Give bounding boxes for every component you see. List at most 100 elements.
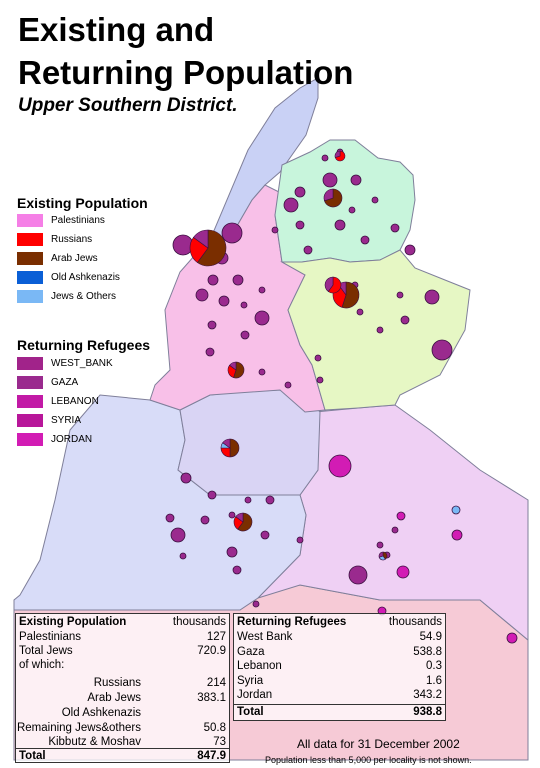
locality-marker bbox=[316, 376, 324, 384]
locality-marker bbox=[232, 274, 244, 286]
locality-marker bbox=[348, 565, 368, 585]
existing-legend-item: Jews & Others bbox=[17, 289, 116, 303]
refugee-legend-item: JORDAN bbox=[17, 432, 92, 446]
existing-legend-label: Palestinians bbox=[51, 214, 105, 226]
refugee-legend-swatch bbox=[17, 356, 43, 370]
refugee-legend-swatch bbox=[17, 375, 43, 389]
locality-marker bbox=[207, 320, 217, 330]
refugee-marker bbox=[451, 529, 463, 541]
existing-population-table: Existing Population thousands Palestinia… bbox=[15, 613, 230, 763]
total-jews-value: 720.9 bbox=[197, 645, 226, 657]
arab-jews-value: 383.1 bbox=[197, 692, 226, 704]
old-ashkenazi-label: Old Ashkenazis bbox=[61, 707, 141, 719]
russians-label: Russians bbox=[93, 677, 141, 689]
locality-marker bbox=[200, 515, 210, 525]
locality-marker bbox=[360, 235, 370, 245]
refugee-row-label: Gaza bbox=[237, 645, 265, 658]
existing-table-title: Existing Population bbox=[19, 616, 127, 628]
locality-marker bbox=[170, 527, 186, 543]
pie-slice bbox=[229, 438, 240, 458]
locality-marker bbox=[376, 541, 384, 549]
pie-slice bbox=[378, 551, 384, 558]
existing-legend-label: Arab Jews bbox=[51, 252, 98, 264]
kibbutz-label: Kibbutz & Moshav bbox=[48, 736, 141, 748]
map-title: Existing and Returning Population bbox=[18, 11, 354, 91]
refugee-legend-item: LEBANON bbox=[17, 394, 99, 408]
refugee-row-label: Lebanon bbox=[237, 660, 282, 672]
locality-marker bbox=[207, 490, 217, 500]
locality-marker bbox=[228, 511, 236, 519]
pie-slice bbox=[327, 276, 342, 294]
locality-marker bbox=[424, 289, 440, 305]
returning-refugees-table: Returning Refugees thousands West Bank 54… bbox=[233, 613, 446, 721]
map-subtitle: Upper Southern District. bbox=[18, 95, 238, 116]
locality-marker bbox=[348, 206, 356, 214]
locality-marker bbox=[283, 197, 299, 213]
refugee-legend-label: SYRIA bbox=[51, 414, 82, 426]
existing-legend-item: Arab Jews bbox=[17, 251, 98, 265]
existing-legend-heading: Existing Population bbox=[17, 195, 148, 211]
refugee-marker bbox=[396, 565, 410, 579]
existing-legend-label: Russians bbox=[51, 233, 93, 245]
existing-legend-item: Russians bbox=[17, 232, 92, 246]
refugee-legend-swatch bbox=[17, 413, 43, 427]
jews-others-marker bbox=[451, 505, 461, 515]
total-jews-label: Total Jews bbox=[19, 645, 73, 657]
pie-slice bbox=[222, 438, 231, 449]
palestinians-value: 127 bbox=[206, 631, 226, 643]
existing-legend-label: Jews & Others bbox=[51, 290, 117, 302]
of-which-label: of which: bbox=[19, 659, 65, 671]
refugee-marker bbox=[506, 632, 518, 644]
locality-marker bbox=[232, 565, 242, 575]
locality-marker bbox=[260, 530, 270, 540]
locality-marker bbox=[180, 472, 192, 484]
refugee-legend-item: WEST_BANK bbox=[17, 356, 113, 370]
russians-value: 214 bbox=[206, 677, 226, 689]
locality-marker bbox=[376, 326, 384, 334]
locality-marker bbox=[265, 495, 275, 505]
refugee-legend-swatch bbox=[17, 432, 43, 446]
locality-marker bbox=[252, 600, 260, 608]
locality-marker bbox=[303, 245, 313, 255]
locality-marker bbox=[396, 291, 404, 299]
pie-slice bbox=[235, 512, 244, 523]
existing-legend-label: Old Ashkenazis bbox=[51, 271, 120, 283]
palestinians-label: Palestinians bbox=[19, 631, 82, 643]
locality-marker bbox=[314, 354, 322, 362]
refugee-legend-label: LEBANON bbox=[51, 395, 99, 407]
locality-marker bbox=[195, 288, 209, 302]
locality-marker bbox=[226, 546, 238, 558]
pie-slice bbox=[193, 229, 209, 249]
existing-legend-swatch bbox=[17, 251, 43, 265]
locality-marker bbox=[218, 295, 230, 307]
locality-marker bbox=[431, 339, 453, 361]
existing-legend-swatch bbox=[17, 213, 43, 227]
locality-marker bbox=[356, 308, 364, 316]
arab-jews-label: Arab Jews bbox=[87, 692, 141, 704]
locality-marker bbox=[254, 310, 270, 326]
locality-marker bbox=[295, 220, 305, 230]
locality-marker bbox=[322, 172, 338, 188]
pie-slice bbox=[324, 276, 334, 292]
locality-marker bbox=[165, 513, 175, 523]
refugee-legend-item: SYRIA bbox=[17, 413, 81, 427]
locality-marker bbox=[391, 526, 399, 534]
existing-legend-swatch bbox=[17, 232, 43, 246]
refugee-legend-swatch bbox=[17, 394, 43, 408]
locality-marker bbox=[221, 222, 243, 244]
locality-marker bbox=[240, 301, 248, 309]
pie-slice bbox=[197, 229, 227, 267]
data-date-note: All data for 31 December 2002 bbox=[297, 737, 460, 751]
refugee-total-label: Total bbox=[237, 706, 264, 718]
locality-marker bbox=[350, 174, 362, 186]
refugee-row-value: 1.6 bbox=[426, 674, 442, 687]
refugee-row-value: 54.9 bbox=[419, 631, 442, 643]
remaining-value: 50.8 bbox=[203, 722, 226, 734]
locality-marker bbox=[321, 154, 329, 162]
refugee-row-label: Syria bbox=[237, 674, 264, 687]
refugee-row-label: West Bank bbox=[237, 631, 293, 643]
pie-slice bbox=[237, 512, 253, 532]
locality-marker bbox=[296, 536, 304, 544]
threshold-note: Population less than 5,000 per locality … bbox=[265, 755, 472, 765]
refugee-row-value: 0.3 bbox=[426, 660, 442, 672]
